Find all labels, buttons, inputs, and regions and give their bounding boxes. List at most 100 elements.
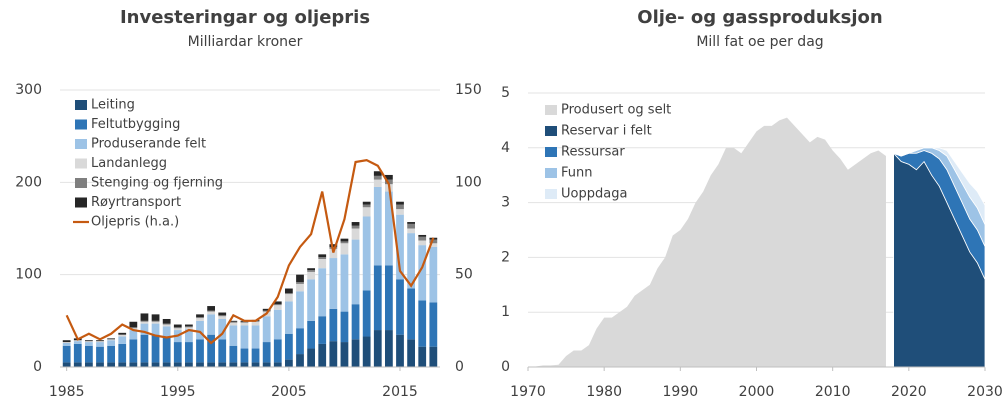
x-tick-label: 2030 (967, 384, 1003, 400)
bar (296, 274, 304, 283)
bar (173, 324, 182, 328)
bar (396, 201, 404, 205)
bar (107, 340, 115, 346)
bar (62, 342, 71, 343)
legend-swatch (545, 105, 557, 115)
bar (140, 334, 149, 363)
bar (396, 334, 404, 367)
bar (207, 310, 215, 312)
bar (307, 270, 315, 272)
area (535, 117, 886, 367)
bar (307, 268, 315, 271)
legend-swatch (545, 126, 557, 136)
bar (162, 318, 171, 324)
bar (273, 339, 282, 363)
bar (296, 283, 304, 292)
bar (62, 362, 71, 367)
bar (151, 334, 160, 363)
bar (162, 337, 171, 363)
bar (218, 339, 227, 363)
bar (140, 321, 149, 324)
bar (307, 279, 315, 321)
bar (162, 362, 171, 367)
bar (273, 305, 282, 310)
bar (185, 342, 193, 363)
bar (196, 339, 204, 363)
bar (85, 345, 93, 363)
bar (85, 341, 93, 343)
bar (340, 243, 349, 255)
bar (273, 304, 282, 306)
bar (418, 300, 427, 347)
bar (251, 325, 260, 349)
bar (273, 301, 282, 305)
x-tick-label: 1990 (663, 384, 699, 400)
bar (173, 342, 182, 363)
x-tick-label: 1980 (586, 384, 622, 400)
bar (262, 316, 271, 343)
bar (96, 362, 104, 367)
bar (151, 314, 160, 321)
bar (218, 318, 227, 340)
y-tick-label: 3 (501, 195, 510, 211)
bar (140, 313, 149, 321)
bar (273, 362, 282, 367)
x-tick-label: 2000 (739, 384, 775, 400)
bar (362, 207, 371, 217)
bar (240, 362, 249, 367)
bar (140, 323, 149, 335)
bar (85, 342, 93, 346)
legend-swatch (75, 178, 87, 188)
bar (296, 354, 304, 367)
bar (229, 345, 238, 363)
bar (207, 314, 215, 335)
bar (107, 362, 115, 367)
bar (140, 362, 149, 367)
bar (85, 362, 93, 367)
bar (207, 334, 215, 363)
bar (129, 330, 138, 340)
bar (196, 317, 204, 319)
bar (373, 186, 382, 266)
bar (173, 362, 182, 367)
bar (229, 325, 238, 346)
bar (73, 341, 82, 344)
bar (351, 222, 360, 226)
bar (318, 343, 327, 367)
bar (285, 333, 293, 360)
bar (196, 320, 204, 340)
bar (240, 322, 249, 326)
x-tick-label: 2015 (382, 384, 418, 400)
y2-tick-label: 50 (455, 267, 473, 283)
bar (118, 332, 127, 335)
bar (96, 341, 104, 343)
x-tick-label: 2010 (815, 384, 851, 400)
bar (351, 228, 360, 240)
bar (173, 328, 182, 331)
line (65, 159, 435, 345)
bar (151, 321, 160, 324)
bar (285, 359, 293, 367)
bar (162, 323, 171, 325)
legend-swatch (545, 189, 557, 199)
bar (351, 239, 360, 305)
x-tick-label: 2020 (891, 384, 927, 400)
bar (429, 246, 438, 303)
legend-swatch (545, 147, 557, 157)
bar (418, 245, 427, 301)
x-tick-label: 2005 (271, 384, 307, 400)
bar (407, 339, 415, 367)
legend-label: Oljepris (h.a.) (91, 215, 179, 230)
legend-label: Ressursar (561, 145, 625, 160)
y-tick-label: 0 (501, 359, 510, 375)
bar (73, 362, 82, 367)
bar (118, 336, 127, 344)
bar (407, 223, 415, 229)
y2-tick-label: 150 (455, 82, 482, 98)
bar (107, 345, 115, 363)
bar (196, 314, 204, 318)
bar (218, 315, 227, 317)
legend-label: Funn (561, 166, 592, 181)
bar (418, 240, 427, 246)
